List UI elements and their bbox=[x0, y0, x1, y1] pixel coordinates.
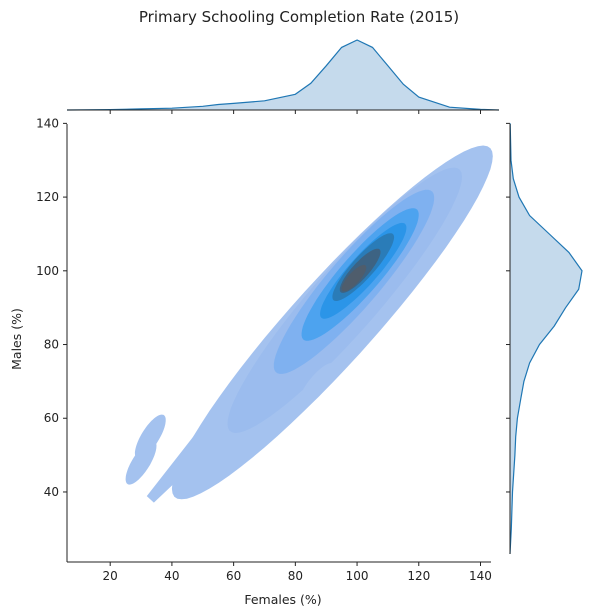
marginal-x-line bbox=[66, 39, 500, 111]
x-tick-label: 120 bbox=[407, 569, 430, 583]
x-axis-label: Females (%) bbox=[244, 592, 321, 607]
marginal-y-line bbox=[509, 123, 583, 555]
y-tick-label: 40 bbox=[44, 485, 59, 499]
marginal-y-kde bbox=[506, 122, 583, 555]
y-tick-label: 140 bbox=[36, 116, 59, 130]
y-axis-label: Males (%) bbox=[9, 308, 24, 370]
axes: 20 40 60 80 100 120 140 40 60 80 100 120 140 bbox=[36, 116, 492, 583]
x-tick-label: 100 bbox=[346, 569, 369, 583]
x-tick-label: 60 bbox=[226, 569, 241, 583]
kde-island-2 bbox=[125, 440, 157, 485]
x-tick-label: 40 bbox=[164, 569, 179, 583]
y-tick-label: 120 bbox=[36, 190, 59, 204]
joint-kde-area bbox=[125, 145, 493, 503]
x-tick-label: 20 bbox=[103, 569, 118, 583]
chart-title: Primary Schooling Completion Rate (2015) bbox=[139, 8, 459, 26]
marginal-x-kde bbox=[66, 39, 500, 114]
kde-level-8 bbox=[341, 264, 367, 292]
marginal-y-fill bbox=[510, 124, 582, 554]
y-tick-label: 60 bbox=[44, 411, 59, 425]
y-tick-label: 100 bbox=[36, 264, 59, 278]
x-tick-label: 80 bbox=[288, 569, 303, 583]
marginal-x-fill bbox=[67, 40, 499, 110]
kde-island-3 bbox=[298, 363, 336, 408]
x-tick-label: 140 bbox=[469, 569, 492, 583]
y-tick-label: 80 bbox=[44, 338, 59, 352]
